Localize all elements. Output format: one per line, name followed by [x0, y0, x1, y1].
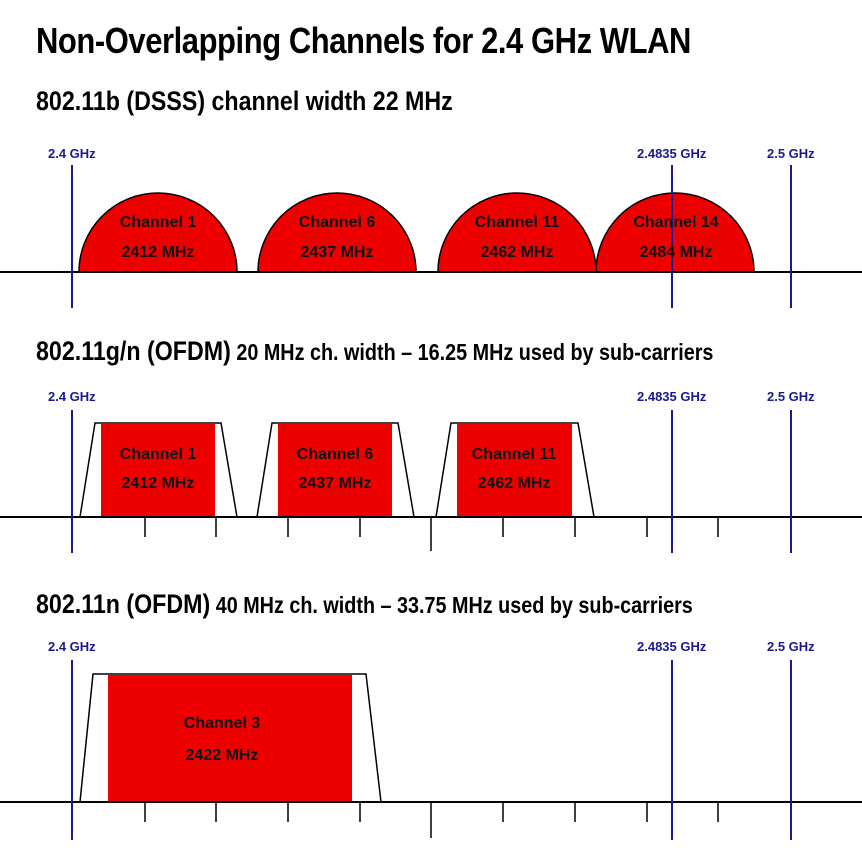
channel-name: Channel 6: [299, 214, 376, 231]
channel-lobe-1: [78, 192, 238, 273]
section-heading-ofdm-40: 802.11n (OFDM) 40 MHz ch. width – 33.75 …: [36, 589, 693, 620]
channel-frequency: 2462 MHz: [481, 244, 554, 261]
marker-label: 2.4835 GHz: [637, 389, 707, 404]
marker-label: 2.4 GHz: [48, 389, 96, 404]
marker-label: 2.5 GHz: [767, 639, 815, 654]
channel-name: Channel 3: [184, 715, 261, 732]
channel-name: Channel 1: [120, 214, 197, 231]
channel-name: Channel 11: [472, 446, 557, 463]
channel-frequency: 2412 MHz: [122, 475, 195, 492]
channel-name: Channel 14: [633, 214, 718, 231]
channel-frequency: 2437 MHz: [301, 244, 374, 261]
marker-label: 2.5 GHz: [767, 146, 815, 161]
heading-detail: 20 MHz ch. width – 16.25 MHz used by sub…: [230, 339, 714, 365]
section-dsss: 2.4 GHz 2.4835 GHz 2.5 GHz Channel 1 241…: [0, 146, 862, 308]
channel-frequency: 2462 MHz: [478, 475, 551, 492]
channel-frequency: 2422 MHz: [186, 747, 259, 764]
section-ofdm-40: 2.4 GHz 2.4835 GHz 2.5 GHz Channel 3 242…: [0, 639, 862, 840]
channel-name: Channel 1: [120, 446, 197, 463]
channel-frequency: 2484 MHz: [640, 244, 713, 261]
axis-ticks: [144, 517, 719, 551]
channel-frequency: 2412 MHz: [122, 244, 195, 261]
channel-name: Channel 6: [297, 446, 374, 463]
marker-label: 2.4 GHz: [48, 146, 96, 161]
subcarrier-block-11: [457, 424, 572, 517]
channel-frequency: 2437 MHz: [299, 475, 372, 492]
heading-main: 802.11b (DSSS) channel width 22 MHz: [36, 86, 453, 116]
channel-lobe-14: [595, 192, 755, 273]
marker-label: 2.4835 GHz: [637, 146, 707, 161]
subcarrier-block-1: [101, 424, 215, 517]
axis-ticks: [144, 802, 719, 838]
marker-label: 2.4835 GHz: [637, 639, 707, 654]
heading-main: 802.11n (OFDM): [36, 589, 211, 619]
heading-main: 802.11g/n (OFDM): [36, 336, 231, 366]
section-heading-ofdm-20: 802.11g/n (OFDM) 20 MHz ch. width – 16.2…: [36, 336, 713, 367]
section-heading-dsss: 802.11b (DSSS) channel width 22 MHz: [36, 86, 453, 117]
marker-label: 2.4 GHz: [48, 639, 96, 654]
subcarrier-block-3: [108, 675, 352, 802]
channel-lobe-6: [257, 192, 417, 273]
marker-label: 2.5 GHz: [767, 389, 815, 404]
channel-lobe-11: [437, 192, 597, 273]
page-title: Non-Overlapping Channels for 2.4 GHz WLA…: [36, 20, 691, 61]
subcarrier-block-6: [278, 424, 392, 517]
heading-detail: 40 MHz ch. width – 33.75 MHz used by sub…: [210, 592, 693, 618]
channel-name: Channel 11: [475, 214, 560, 231]
section-ofdm-20: 2.4 GHz 2.4835 GHz 2.5 GHz Channel 1 241…: [0, 389, 862, 553]
